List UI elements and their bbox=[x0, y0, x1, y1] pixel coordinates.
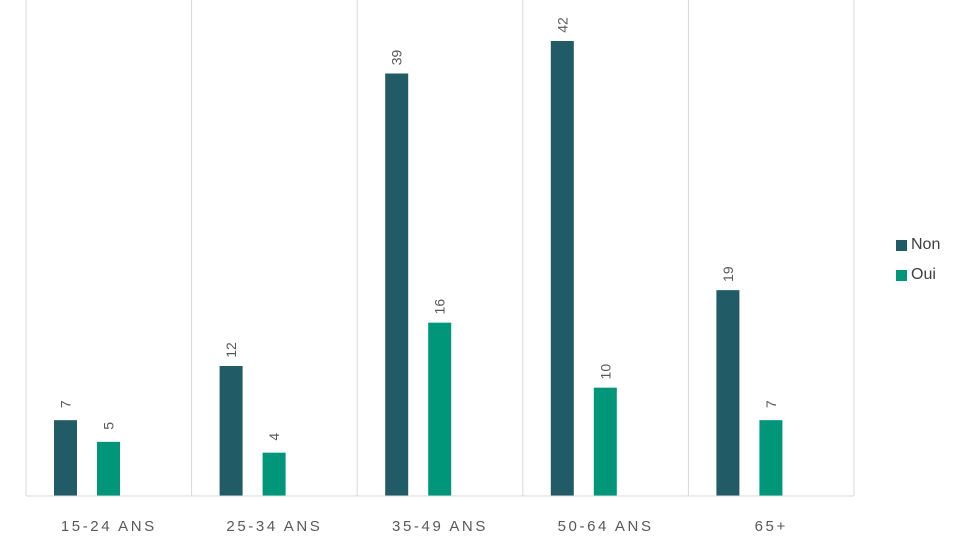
legend-label-non: Non bbox=[911, 236, 941, 253]
data-label-oui-0: 5 bbox=[101, 422, 117, 430]
data-label-oui-1: 4 bbox=[266, 433, 282, 441]
data-label-non-0: 7 bbox=[58, 400, 74, 408]
x-tick-label-2: 35-49 ANS bbox=[392, 518, 488, 535]
legend-swatch-oui bbox=[896, 269, 907, 281]
legend-swatch-non bbox=[896, 239, 907, 251]
bar-oui-4 bbox=[759, 420, 783, 496]
bar-non-4 bbox=[716, 290, 740, 496]
data-label-non-4: 19 bbox=[720, 266, 736, 282]
x-tick-label-4: 65+ bbox=[755, 518, 788, 535]
legend-item-non: Non bbox=[896, 234, 940, 256]
x-tick-label-1: 25-34 ANS bbox=[226, 518, 322, 535]
chart-data-labels: 7 12 39 42 19 5 4 16 10 7 bbox=[58, 17, 779, 441]
chart-bars bbox=[54, 41, 783, 496]
bar-oui-0 bbox=[97, 441, 120, 496]
data-label-oui-2: 16 bbox=[432, 299, 448, 315]
bar-non-2 bbox=[385, 73, 409, 496]
bar-oui-3 bbox=[593, 387, 617, 496]
x-tick-label-3: 50-64 ANS bbox=[558, 518, 654, 535]
x-tick-label-0: 15-24 ANS bbox=[61, 518, 157, 535]
data-label-oui-3: 10 bbox=[597, 364, 613, 380]
bar-non-0 bbox=[54, 420, 77, 496]
x-axis-tick-labels: 15-24 ANS 25-34 ANS 35-49 ANS 50-64 ANS 65+ bbox=[61, 518, 788, 535]
data-label-non-2: 39 bbox=[389, 50, 405, 66]
chart-legend: Non Oui bbox=[896, 234, 940, 294]
legend-item-oui: Oui bbox=[896, 264, 940, 286]
bar-non-3 bbox=[550, 41, 574, 496]
bar-non-1 bbox=[219, 366, 243, 496]
bar-oui-1 bbox=[262, 452, 286, 496]
legend-label-oui: Oui bbox=[911, 266, 936, 283]
bar-oui-2 bbox=[428, 322, 452, 496]
data-label-non-3: 42 bbox=[554, 17, 570, 33]
chart-gridlines bbox=[25, 0, 855, 496]
data-label-non-1: 12 bbox=[223, 342, 239, 358]
data-label-oui-4: 7 bbox=[763, 400, 779, 408]
